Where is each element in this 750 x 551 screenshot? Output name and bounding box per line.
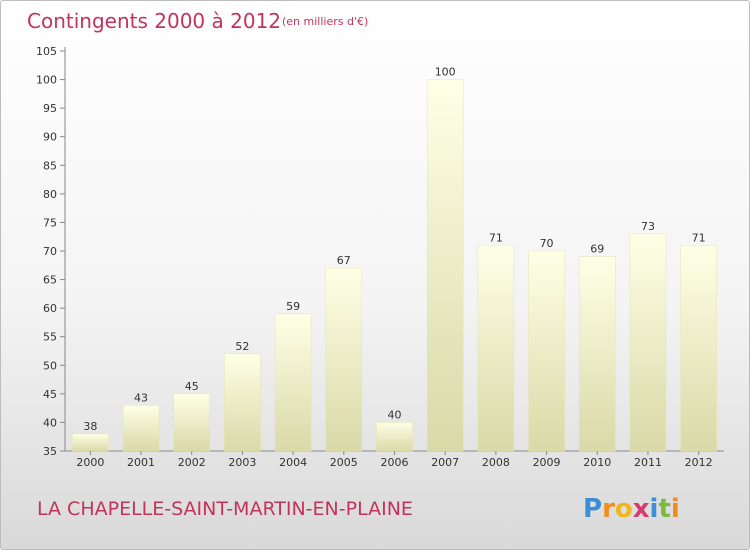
x-tick-label: 2006 bbox=[381, 456, 409, 469]
x-tick-label: 2012 bbox=[685, 456, 713, 469]
data-label: 43 bbox=[134, 391, 148, 404]
x-tick-label: 2005 bbox=[330, 456, 358, 469]
data-label: 59 bbox=[286, 300, 300, 313]
y-tick-label: 80 bbox=[43, 188, 57, 201]
y-tick-label: 75 bbox=[43, 216, 57, 229]
y-tick-label: 35 bbox=[43, 445, 57, 458]
data-label: 69 bbox=[590, 243, 604, 256]
y-tick-label: 105 bbox=[36, 45, 57, 58]
y-tick-label: 90 bbox=[43, 131, 57, 144]
x-tick-label: 2008 bbox=[482, 456, 510, 469]
data-label: 100 bbox=[435, 66, 456, 79]
bar bbox=[528, 250, 565, 452]
y-tick-label: 65 bbox=[43, 274, 57, 287]
data-label: 67 bbox=[337, 254, 351, 267]
x-tick-label: 2004 bbox=[279, 456, 307, 469]
data-label: 71 bbox=[489, 231, 503, 244]
x-tick-label: 2002 bbox=[178, 456, 206, 469]
y-tick-label: 70 bbox=[43, 245, 57, 258]
data-label: 52 bbox=[235, 340, 249, 353]
y-tick-label: 55 bbox=[43, 331, 57, 344]
proxiti-logo: Proxiti bbox=[583, 494, 680, 524]
bar bbox=[122, 405, 160, 452]
bar bbox=[376, 422, 413, 452]
x-tick-label: 2003 bbox=[228, 456, 256, 469]
data-label: 40 bbox=[388, 408, 402, 421]
chart-title: Contingents 2000 à 2012 bbox=[27, 9, 281, 33]
bar bbox=[325, 267, 363, 452]
y-tick-label: 45 bbox=[43, 388, 57, 401]
x-tick-label: 2007 bbox=[431, 456, 459, 469]
x-tick-label: 2011 bbox=[634, 456, 662, 469]
logo-letter: P bbox=[583, 494, 602, 524]
data-label: 73 bbox=[641, 220, 655, 233]
x-tick-label: 2010 bbox=[583, 456, 611, 469]
y-tick-label: 50 bbox=[43, 359, 57, 372]
axes: 35 40 45 50 55 60 65 70 75 80 85 90 95 100 105 2000 2001… bbox=[36, 45, 724, 469]
y-tick-label: 100 bbox=[36, 74, 57, 87]
chart-subtitle: (en milliers d'€) bbox=[282, 15, 368, 28]
bar bbox=[579, 256, 616, 452]
x-tick-label: 2000 bbox=[76, 456, 104, 469]
bar bbox=[680, 245, 717, 452]
bar bbox=[629, 233, 667, 452]
y-tick-label: 95 bbox=[43, 102, 57, 115]
data-label: 45 bbox=[185, 380, 199, 393]
y-tick-label: 40 bbox=[43, 416, 57, 429]
data-label: 71 bbox=[692, 231, 706, 244]
bar bbox=[224, 353, 261, 452]
logo-letter: r bbox=[602, 494, 615, 524]
x-tick-label: 2001 bbox=[127, 456, 155, 469]
bar bbox=[173, 393, 210, 452]
x-tick-label: 2009 bbox=[533, 456, 561, 469]
y-tick-label: 60 bbox=[43, 302, 57, 315]
bar bbox=[477, 245, 515, 452]
logo-letter: x bbox=[633, 494, 650, 524]
data-label: 38 bbox=[83, 420, 97, 433]
y-tick-label: 85 bbox=[43, 159, 57, 172]
logo-letter: i bbox=[650, 494, 659, 524]
bar bbox=[274, 313, 312, 452]
bars: 38 43 45 52 59 67 40 100 71 70 69 73 71 bbox=[72, 66, 717, 452]
bar bbox=[72, 433, 109, 452]
logo-letter: i bbox=[671, 494, 680, 524]
logo-letter: t bbox=[658, 494, 670, 524]
commune-name: LA CHAPELLE-SAINT-MARTIN-EN-PLAINE bbox=[37, 498, 413, 520]
data-label: 70 bbox=[540, 237, 554, 250]
bar bbox=[426, 79, 464, 452]
logo-letter: o bbox=[615, 494, 633, 524]
